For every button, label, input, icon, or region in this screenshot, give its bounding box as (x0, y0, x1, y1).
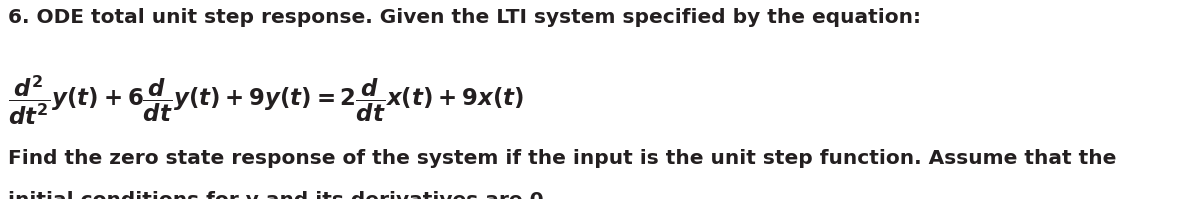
Text: Find the zero state response of the system if the input is the unit step functio: Find the zero state response of the syst… (8, 149, 1117, 168)
Text: $\dfrac{d^2}{dt^2}y(t)+6\dfrac{d}{dt}y(t)+9y(t)=2\dfrac{d}{dt}x(t)+9x(t)$: $\dfrac{d^2}{dt^2}y(t)+6\dfrac{d}{dt}y(t… (8, 74, 524, 127)
Text: initial conditions for y and its derivatives are 0.: initial conditions for y and its derivat… (8, 191, 552, 199)
Text: 6. ODE total unit step response. Given the LTI system specified by the equation:: 6. ODE total unit step response. Given t… (8, 8, 922, 27)
